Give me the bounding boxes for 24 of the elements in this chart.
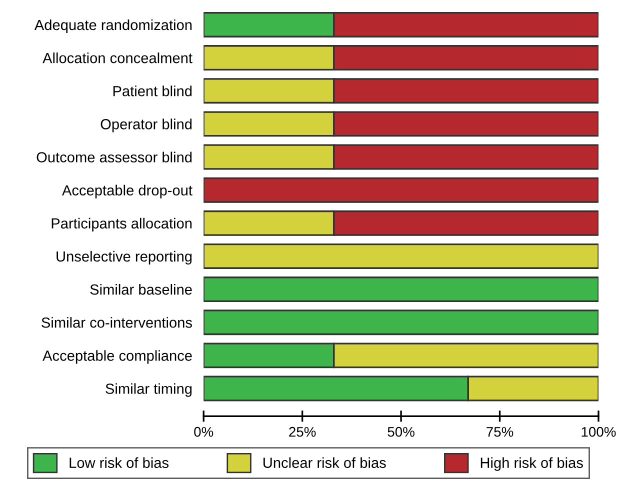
legend-label: Unclear risk of bias xyxy=(264,457,386,468)
y-tick-label: Similar baseline xyxy=(90,284,192,295)
y-tick-label: Unselective reporting xyxy=(56,250,192,265)
y-tick-label: Outcome assessor blind xyxy=(36,152,192,162)
bar xyxy=(204,243,598,269)
y-tick-label: Similar timing xyxy=(106,383,192,397)
y-tick-label: Allocation concealment xyxy=(42,52,192,64)
bar xyxy=(204,276,598,302)
x-tick-label: 0% xyxy=(194,426,214,437)
y-tick-label: Adequate randomization xyxy=(34,19,192,34)
bar xyxy=(204,310,598,336)
x-tick-label: 75% xyxy=(486,426,514,437)
legend-label: Low risk of bias xyxy=(70,457,169,468)
legend-label: High risk of bias xyxy=(480,457,583,471)
x-tick-label: 100% xyxy=(582,426,616,437)
x-tick-label: 25% xyxy=(289,426,316,437)
bar xyxy=(204,177,598,203)
x-tick-label: 50% xyxy=(388,426,414,437)
y-tick-label: Operator blind xyxy=(100,118,192,132)
y-tick-label: Acceptable drop-out xyxy=(62,184,192,198)
y-tick-label: Similar co-interventions xyxy=(42,317,192,328)
y-tick-label: Patient blind xyxy=(113,86,192,96)
y-tick-label: Acceptable compliance xyxy=(42,350,192,364)
y-tick-label: Participants allocation xyxy=(52,218,192,232)
